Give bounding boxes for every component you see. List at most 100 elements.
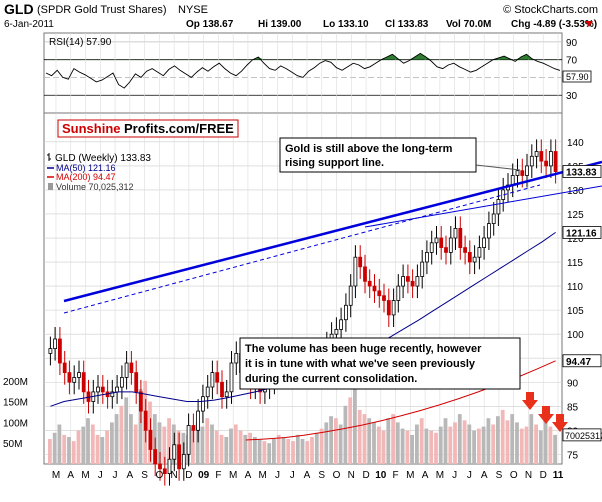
channel-trendline [364,185,602,228]
volume-bar [500,409,505,464]
x-tick-label: D [185,470,192,481]
support-annotation-box [279,137,477,173]
candle-body [124,362,129,378]
x-tick-label: F [393,470,399,481]
volume-bar [372,422,376,464]
volume-bar [229,428,233,464]
volume-bar [467,424,472,464]
price-tick-label: 75 [567,450,579,461]
candle-body [191,425,196,431]
price-tick-label: 90 [567,378,579,389]
candle-body [482,237,487,249]
chart-name: (SPDR Gold Trust Shares) [37,4,167,16]
candle-body [143,410,148,431]
candle-body [553,151,558,173]
x-tick-label: J [275,470,280,481]
volume-bar [348,397,353,464]
volume-bar [100,437,105,464]
candle-body [529,155,534,167]
volume-arrow-2-icon [538,406,554,424]
volume-bar [76,430,81,464]
price-tick-label: 100 [567,330,584,341]
candle-body [382,295,386,301]
volume-annotation-box [239,337,521,390]
volume-bar [415,424,419,464]
volume-bar [191,428,195,464]
candle-body [525,165,529,176]
price-tick-label: 110 [567,282,583,293]
candle-body [205,386,210,398]
volume-bar [62,434,67,464]
volume-bar [367,418,372,464]
rsi-overbought-fill [46,53,560,60]
volume-bar [205,418,210,464]
candle-body [434,237,439,244]
candle-body [549,151,553,167]
volume-bar [376,426,381,464]
x-tick-label: D [362,470,369,481]
volume-bar [314,432,319,464]
volume-tick-label: 200M [3,377,28,388]
volume-bar [324,422,329,464]
candle-body [334,328,339,335]
rsi-tick-label: 90 [566,38,578,49]
x-tick-label: O [155,470,163,481]
volume-annotation-line3: during the current consolidation. [245,373,417,385]
volume-bar [438,426,443,464]
x-tick-label: N [348,470,355,481]
candle-body [162,468,167,474]
volume-bar [400,428,405,464]
volume-bar [481,426,486,464]
candle-body [472,256,477,263]
candle-body [224,391,229,398]
volume-bar [538,430,543,464]
watermark-box [57,119,239,138]
ma200-value-label: 94.47 [566,357,591,368]
rsi-current-label: 57.90 [566,72,589,82]
candle-body [58,338,62,364]
volume-annotation: The volume has been huge recently, howev… [239,337,521,390]
candle-body [401,276,406,287]
x-tick-label: 11 [553,470,564,481]
candle-body [372,285,377,292]
volume-tick-label: 100M [3,418,28,429]
x-tick-label: J [467,470,472,481]
candle-body [220,381,224,398]
ma50-value-label-box [562,226,602,239]
candle-body [477,247,482,258]
volume-bar [519,428,524,464]
volume-arrow-1-icon [522,392,538,410]
legend: GLD (Weekly) 133.83 MA(50) 121.16 MA(200… [47,153,151,192]
x-tick-label: A [245,470,252,481]
volume-bar [529,414,534,464]
volume-bar [224,437,229,464]
chart-symbol: GLD [4,1,34,17]
x-tick-label: M [406,470,414,481]
chart-exchange: NYSE [178,4,208,16]
volume-bar [295,434,300,464]
volume-bar [238,430,243,464]
candle-body [158,463,162,470]
volume-bar [477,428,481,464]
rsi-tick-label: 30 [566,91,578,102]
volume-bar [276,434,281,464]
candle-body [377,290,382,297]
candle-body [186,425,191,455]
legend-volume-swatch [48,183,53,190]
support-annotation-line2: rising support line. [285,157,384,169]
ma50-value-label: 121.16 [566,228,597,239]
volume-bar [462,420,467,464]
volume-tick-label: 50M [3,439,22,450]
volume-bar [534,424,538,464]
x-tick-label: J [290,470,295,481]
x-tick-label: A [304,470,311,481]
x-tick-label: 09 [198,470,210,481]
volume-bar [329,416,333,464]
candle-body [496,199,501,215]
chart-low: Lo 133.10 [323,19,369,30]
volume-bar [357,409,362,464]
candle-body [424,251,429,263]
volume-bar [434,432,438,464]
volume-bar [105,430,109,464]
x-tick-label: J [452,470,457,481]
